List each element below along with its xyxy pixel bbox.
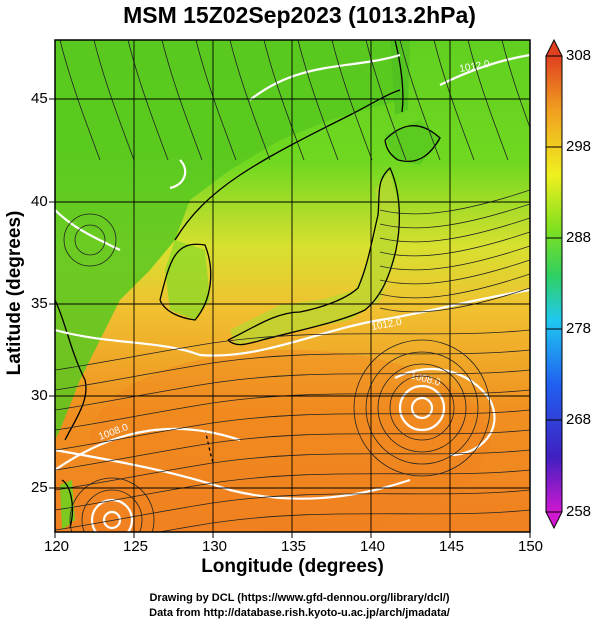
streamline: [55, 469, 530, 511]
streamline: [467, 40, 509, 161]
lat-tick-label: 35: [31, 295, 48, 312]
lon-tick-label: 150: [518, 538, 544, 555]
colorbar-tick-label: 268: [566, 411, 592, 428]
streamline: [379, 217, 530, 243]
colorbar-tick-label: 278: [566, 320, 592, 337]
streamline: [195, 40, 237, 161]
streamline: [161, 40, 203, 161]
korea-peninsula-land: [165, 240, 210, 320]
streamline: [69, 477, 155, 532]
colorbar-upper-triangle: [545, 38, 563, 57]
streamline: [74, 224, 106, 256]
temperature-field: 1008.0 1012.0 1008.0 1012.0: [55, 40, 530, 532]
x-axis-label: Longitude (degrees): [201, 556, 384, 577]
streamline: [59, 40, 101, 161]
streamline: [379, 189, 530, 215]
credit-drawing: Drawing by DCL (https://www.gfd-dennou.o…: [149, 592, 450, 604]
streamline: [55, 349, 530, 391]
streamline: [365, 40, 407, 161]
streamline: [501, 40, 530, 129]
streamline: [389, 375, 455, 441]
lon-tick-label: 120: [44, 538, 70, 555]
mainland-asia-land: [55, 40, 400, 440]
lon-tick-label: 140: [360, 538, 386, 555]
streamline: [377, 363, 467, 453]
lat-tick-label: 40: [31, 193, 48, 210]
streamline: [365, 351, 479, 465]
y-axis-label: Latitude (degrees): [4, 210, 25, 376]
streamline: [55, 489, 530, 531]
contour-label: 1012.0: [459, 59, 491, 75]
lon-tick-label: 130: [202, 538, 228, 555]
streamline: [127, 40, 169, 161]
streamline: [379, 259, 530, 285]
streamlines: [55, 40, 530, 532]
streamline: [81, 489, 143, 532]
streamline: [55, 369, 530, 411]
lat-tick-label: 45: [31, 90, 48, 107]
streamline: [379, 273, 530, 299]
streamline: [379, 287, 530, 313]
streamline: [55, 429, 530, 471]
streamline: [63, 213, 117, 267]
lon-tick-label: 145: [439, 538, 465, 555]
colorbar-tick-label: 298: [566, 138, 592, 155]
streamline: [55, 329, 530, 371]
streamline: [331, 40, 373, 161]
streamline: [55, 449, 530, 491]
streamline: [399, 40, 441, 161]
axis-ticks: [49, 98, 531, 538]
colorbar-lower-triangle: [545, 511, 563, 530]
credit-data: Data from http://database.rish.kyoto-u.a…: [149, 607, 450, 619]
streamline: [263, 40, 305, 161]
colorbar-tick-label: 258: [566, 503, 592, 520]
lon-tick-label: 125: [123, 538, 149, 555]
colorbar-tick-label: 288: [566, 229, 592, 246]
streamline: [297, 40, 339, 161]
streamline: [55, 409, 530, 451]
streamline: [379, 245, 530, 271]
map-title: MSM 15Z02Sep2023 (1013.2hPa): [123, 2, 476, 28]
streamline: [55, 389, 530, 431]
taiwan-land: [60, 480, 75, 530]
lon-tick-label: 135: [281, 538, 307, 555]
colorbar: [545, 38, 563, 530]
lat-tick-label: 25: [31, 479, 48, 496]
hokkaido-land: [385, 120, 440, 165]
streamline: [157, 509, 530, 532]
streamline: [433, 40, 475, 161]
streamline: [379, 231, 530, 257]
colorbar-tick-label: 308: [566, 47, 592, 64]
streamline: [229, 40, 271, 161]
streamline: [379, 203, 530, 229]
graticule: [55, 40, 530, 532]
streamline: [353, 339, 491, 477]
lat-tick-label: 30: [31, 387, 48, 404]
japan-land: [230, 170, 400, 345]
contour-label: 1012.0: [371, 317, 403, 333]
streamline: [93, 40, 135, 161]
